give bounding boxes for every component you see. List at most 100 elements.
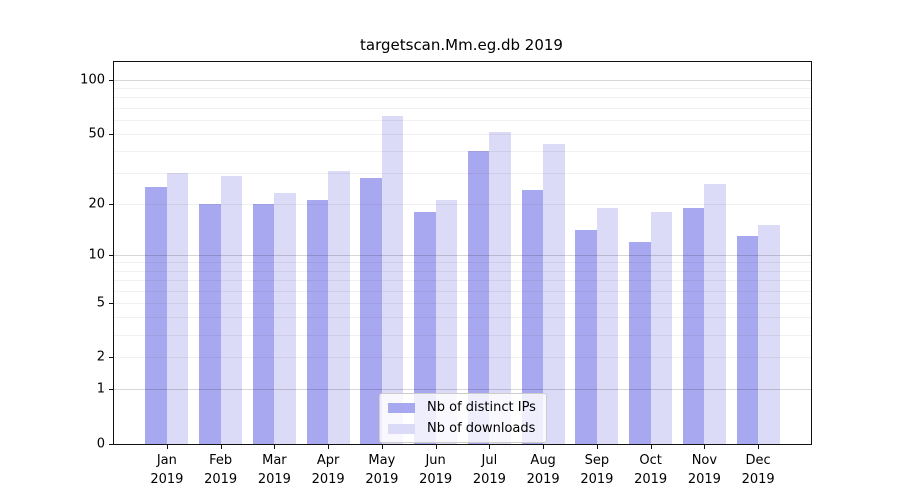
- legend: Nb of distinct IPs Nb of downloads: [379, 393, 547, 443]
- bar-ips-aug: [521, 190, 544, 444]
- bar-ips-sep: [575, 230, 597, 444]
- x-tick-label-feb: Feb 2019: [194, 452, 248, 490]
- x-tick-mark-feb: [220, 444, 222, 449]
- x-tick-label-nov: Nov 2019: [678, 452, 732, 490]
- bar-downloads-sep: [596, 207, 619, 444]
- x-tick-month: Dec: [745, 453, 771, 468]
- gridline-minor-80: [114, 97, 811, 99]
- x-tick-month: Apr: [316, 453, 340, 468]
- x-tick-year: 2019: [257, 471, 291, 487]
- x-tick-year: 2019: [741, 471, 775, 487]
- x-tick-month: Mar: [262, 453, 287, 468]
- x-tick-year: 2019: [634, 471, 668, 487]
- y-tick-mark-0: [109, 444, 114, 445]
- x-tick-month: Feb: [209, 453, 233, 468]
- y-tick-label-10: 10: [88, 247, 105, 263]
- x-tick-label-sep: Sep 2019: [570, 452, 624, 490]
- bar-downloads-may: [381, 116, 404, 444]
- x-tick-mark-jul: [489, 444, 491, 449]
- chart-title: targetscan.Mm.eg.db 2019: [360, 36, 563, 54]
- bar-downloads-mar: [274, 193, 296, 444]
- y-tick-mark-20: [109, 203, 114, 205]
- gridline-minor-40: [114, 151, 811, 153]
- x-tick-mark-sep: [596, 444, 598, 449]
- x-tick-label-may: May 2019: [355, 452, 409, 490]
- bar-downloads-jan: [166, 173, 189, 444]
- gridline-minor-70: [114, 107, 811, 109]
- x-tick-mark-aug: [543, 444, 545, 449]
- x-tick-year: 2019: [365, 471, 399, 487]
- legend-swatch-downloads: [388, 423, 415, 434]
- x-tick-year: 2019: [311, 471, 345, 487]
- legend-label-downloads: Nb of downloads: [427, 421, 536, 436]
- y-tick-mark-5: [109, 302, 114, 304]
- legend-label-distinct-ips: Nb of distinct IPs: [427, 400, 536, 415]
- legend-item-distinct-ips: Nb of distinct IPs: [388, 400, 536, 415]
- x-tick-month: Jan: [156, 453, 177, 468]
- x-tick-label-dec: Dec 2019: [731, 452, 785, 490]
- x-tick-mark-oct: [650, 444, 652, 449]
- plot-area: Nb of distinct IPs Nb of downloads 100 50…: [80, 61, 812, 487]
- x-tick-year: 2019: [526, 471, 560, 487]
- bar-ips-may: [360, 178, 382, 444]
- y-tick-label-5: 5: [96, 295, 105, 311]
- gridline-minor-50: [114, 133, 811, 135]
- x-tick-label-jul: Jul 2019: [463, 452, 517, 490]
- bar-downloads-aug: [543, 143, 565, 444]
- y-tick-label-0: 0: [96, 436, 105, 452]
- x-tick-month: Nov: [691, 453, 718, 468]
- bar-downloads-apr: [328, 170, 350, 444]
- y-tick-label-1: 1: [96, 381, 105, 397]
- x-tick-year: 2019: [687, 471, 721, 487]
- x-tick-year: 2019: [472, 471, 506, 487]
- x-tick-label-aug: Aug 2019: [516, 452, 570, 490]
- bar-ips-jul: [467, 151, 490, 444]
- y-tick-label-50: 50: [88, 126, 105, 142]
- legend-item-downloads: Nb of downloads: [388, 421, 536, 436]
- y-tick-label-100: 100: [80, 72, 105, 88]
- y-tick-mark-100: [109, 80, 114, 82]
- x-tick-mark-mar: [274, 444, 276, 449]
- x-tick-month: Sep: [584, 453, 610, 468]
- x-tick-year: 2019: [204, 471, 238, 487]
- y-tick-mark-10: [109, 254, 114, 256]
- y-tick-mark-1: [109, 389, 114, 391]
- x-tick-mark-dec: [758, 444, 760, 449]
- x-tick-year: 2019: [419, 471, 453, 487]
- bar-ips-jan: [145, 187, 167, 444]
- bar-ips-apr: [306, 200, 329, 444]
- x-tick-year: 2019: [150, 471, 184, 487]
- x-tick-label-mar: Mar 2019: [248, 452, 302, 490]
- x-tick-label-apr: Apr 2019: [301, 452, 355, 490]
- x-tick-month: May: [368, 453, 396, 468]
- bar-downloads-oct: [650, 211, 673, 444]
- y-tick-label-20: 20: [88, 196, 105, 212]
- gridline-minor-60: [114, 119, 811, 121]
- bar-downloads-nov: [704, 184, 726, 444]
- x-tick-month: Jul: [481, 453, 498, 468]
- y-tick-mark-2: [109, 357, 114, 359]
- bar-ips-nov: [682, 207, 705, 444]
- legend-swatch-distinct-ips: [388, 402, 415, 413]
- x-tick-mark-jun: [435, 444, 437, 449]
- x-tick-month: Oct: [639, 453, 662, 468]
- bar-downloads-jul: [489, 132, 511, 444]
- x-tick-mark-nov: [704, 444, 706, 449]
- x-tick-label-jun: Jun 2019: [409, 452, 463, 490]
- bar-downloads-dec: [758, 225, 780, 444]
- y-tick-mark-50: [109, 133, 114, 135]
- bar-downloads-feb: [220, 175, 243, 444]
- gridline-major-100: [114, 80, 811, 82]
- bar-ips-dec: [736, 235, 759, 444]
- x-tick-label-oct: Oct 2019: [624, 452, 678, 490]
- x-tick-month: Aug: [530, 453, 556, 468]
- bar-ips-feb: [199, 203, 221, 444]
- x-tick-mark-jan: [166, 444, 168, 449]
- x-tick-month: Jun: [425, 453, 446, 468]
- bar-downloads-jun: [435, 200, 458, 444]
- x-tick-mark-apr: [328, 444, 330, 449]
- bar-ips-oct: [629, 241, 651, 444]
- x-tick-mark-may: [381, 444, 383, 449]
- bar-ips-jun: [414, 211, 436, 444]
